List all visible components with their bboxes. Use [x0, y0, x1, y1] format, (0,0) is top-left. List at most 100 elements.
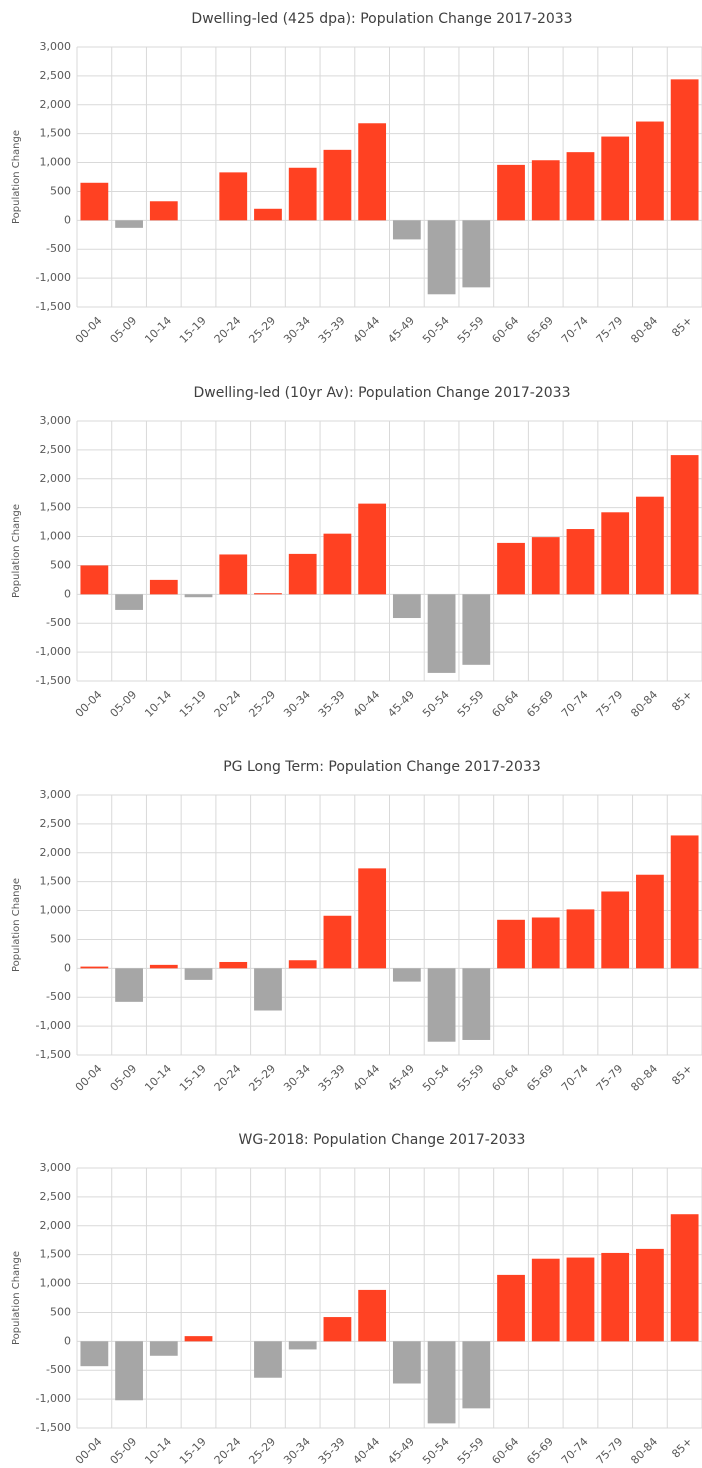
x-tick-label: 55-59: [455, 688, 487, 720]
y-tick-label: -1,500: [36, 1421, 71, 1434]
x-tick-label: 05-09: [108, 1062, 140, 1094]
bar: [358, 868, 387, 969]
x-tick-label: 30-34: [281, 688, 313, 720]
x-tick-label: 70-74: [559, 1062, 591, 1094]
x-tick-label: 00-04: [73, 1062, 105, 1094]
x-tick-label: 40-44: [351, 688, 383, 720]
x-tick-label: 75-79: [594, 1062, 626, 1094]
x-tick-label: 60-64: [489, 1435, 521, 1467]
y-tick-label: -500: [46, 990, 71, 1003]
y-axis-label: Population Change: [11, 130, 22, 224]
x-tick-label: 35-39: [316, 314, 348, 346]
y-tick-label: 500: [50, 932, 71, 945]
x-tick-label: 75-79: [594, 314, 626, 346]
x-tick-label: 85+: [669, 314, 695, 340]
y-tick-label: 1,000: [40, 1277, 72, 1290]
bar: [184, 1336, 213, 1342]
bar: [358, 123, 387, 221]
bar: [566, 909, 595, 969]
chart: Dwelling-led (425 dpa): Population Chang…: [11, 11, 702, 346]
bar: [531, 160, 560, 221]
bar: [601, 512, 630, 595]
y-tick-label: 2,500: [40, 1190, 72, 1203]
x-tick-label: 10-14: [142, 688, 174, 720]
chart: Dwelling-led (10yr Av): Population Chang…: [11, 385, 702, 720]
bar: [80, 565, 109, 595]
y-tick-label: -1,500: [36, 674, 71, 687]
bar: [149, 1341, 178, 1356]
bar: [288, 167, 317, 221]
chart-title: Dwelling-led (425 dpa): Population Chang…: [191, 11, 572, 27]
bar: [497, 164, 525, 221]
y-tick-label: 2,000: [40, 846, 72, 859]
y-tick-label: -1,500: [36, 300, 71, 313]
bar: [601, 891, 630, 969]
x-tick-label: 60-64: [489, 1062, 521, 1094]
x-tick-label: 65-69: [524, 688, 556, 720]
x-tick-label: 75-79: [594, 1435, 626, 1467]
x-tick-label: 65-69: [524, 1435, 556, 1467]
y-tick-label: 3,000: [40, 414, 72, 427]
bar: [392, 220, 421, 240]
x-tick-label: 40-44: [351, 1435, 383, 1467]
x-tick-label: 50-54: [420, 314, 452, 346]
x-tick-label: 10-14: [142, 1435, 174, 1467]
bar: [636, 496, 664, 595]
bar: [670, 1214, 699, 1342]
bar: [115, 968, 143, 1002]
y-tick-label: 3,000: [40, 40, 72, 53]
bar: [636, 874, 664, 969]
x-tick-label: 70-74: [559, 1435, 591, 1467]
x-tick-label: 80-84: [628, 1062, 660, 1094]
bar: [636, 121, 664, 221]
bar: [219, 554, 248, 595]
x-tick-label: 75-79: [594, 688, 626, 720]
y-tick-label: 0: [64, 587, 71, 600]
bar: [80, 182, 109, 221]
x-tick-label: 35-39: [316, 688, 348, 720]
bar: [497, 542, 525, 595]
x-tick-label: 55-59: [455, 1062, 487, 1094]
x-tick-label: 00-04: [73, 1435, 105, 1467]
bar: [323, 915, 352, 969]
x-tick-label: 65-69: [524, 1062, 556, 1094]
y-tick-label: 2,000: [40, 1219, 72, 1232]
x-tick-label: 45-49: [385, 688, 417, 720]
bar: [670, 79, 699, 221]
y-tick-label: 2,000: [40, 98, 72, 111]
x-tick-label: 60-64: [489, 688, 521, 720]
bar: [566, 529, 595, 595]
x-tick-label: 35-39: [316, 1062, 348, 1094]
y-axis-label: Population Change: [11, 878, 22, 972]
x-tick-label: 10-14: [142, 1062, 174, 1094]
x-tick-label: 15-19: [177, 688, 209, 720]
bar: [184, 594, 213, 598]
bar: [636, 1248, 664, 1342]
chart-title: WG-2018: Population Change 2017-2033: [239, 1132, 526, 1148]
bar: [254, 1341, 282, 1378]
x-tick-label: 05-09: [108, 688, 140, 720]
bar: [219, 961, 248, 969]
bar: [462, 594, 491, 665]
chart: WG-2018: Population Change 2017-2033 Popu…: [11, 1132, 702, 1467]
x-tick-label: 80-84: [628, 1435, 660, 1467]
x-tick-label: 85+: [669, 688, 695, 714]
bar: [358, 503, 387, 595]
x-tick-label: 30-34: [281, 1435, 313, 1467]
bar: [392, 594, 421, 619]
bar: [497, 1274, 525, 1342]
y-tick-label: -1,500: [36, 1048, 71, 1061]
x-tick-label: 20-24: [212, 1062, 244, 1094]
x-tick-label: 20-24: [212, 1435, 244, 1467]
y-tick-label: -1,000: [36, 645, 71, 658]
bar: [427, 1341, 456, 1424]
x-tick-label: 25-29: [246, 1435, 278, 1467]
bar: [427, 220, 456, 295]
x-tick-label: 45-49: [385, 1435, 417, 1467]
x-tick-label: 20-24: [212, 314, 244, 346]
y-tick-label: 1,000: [40, 530, 72, 543]
x-tick-label: 85+: [669, 1435, 695, 1461]
bar: [254, 593, 282, 595]
x-tick-label: 65-69: [524, 314, 556, 346]
y-tick-label: 2,000: [40, 472, 72, 485]
